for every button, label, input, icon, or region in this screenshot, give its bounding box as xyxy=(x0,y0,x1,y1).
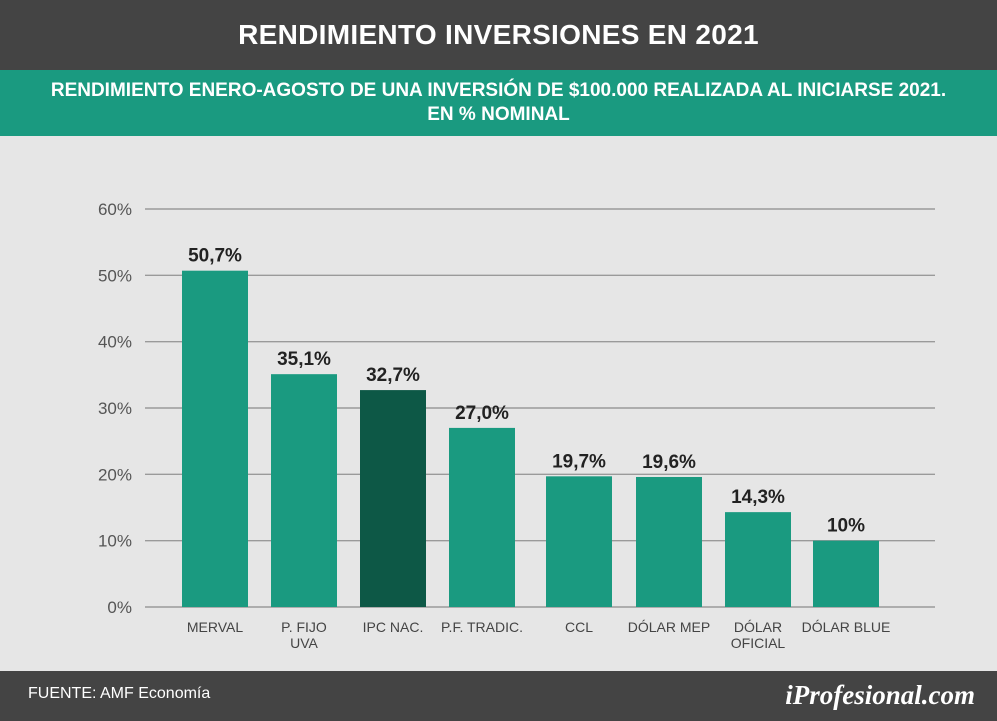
bar xyxy=(182,270,248,607)
bar xyxy=(636,476,702,607)
bar-chart: 0% 10% 20% 30% 40% 50% 60% 50,7% MERVAL 35,1% P. F… xyxy=(98,200,935,651)
y-tick-label: 20% xyxy=(98,465,132,484)
y-tick-label: 0% xyxy=(107,598,132,617)
y-tick-label: 50% xyxy=(98,266,132,285)
data-label: 32,7% xyxy=(366,365,420,386)
x-tick-label: CCL xyxy=(565,619,593,635)
bar xyxy=(271,374,337,607)
brand-logo: iProfesional.com xyxy=(785,680,975,710)
x-tick-label: DÓLAR MEP xyxy=(628,619,710,635)
chart-title-text: RENDIMIENTO INVERSIONES EN 2021 xyxy=(238,19,759,50)
subtitle-line-1: RENDIMIENTO ENERO-AGOSTO DE UNA INVERSIÓ… xyxy=(50,80,947,101)
bar xyxy=(449,427,515,607)
footer: FUENTE: AMF Economía iProfesional.com xyxy=(0,671,997,721)
x-tick-label: DÓLAR BLUE xyxy=(802,619,891,635)
x-tick-label: IPC NAC. xyxy=(363,619,424,635)
x-tick-label: DÓLAR xyxy=(734,619,782,635)
source-note: FUENTE: AMF Economía xyxy=(28,685,211,702)
x-tick-label: P. FIJO xyxy=(281,619,327,635)
chart-title: RENDIMIENTO INVERSIONES EN 2021 xyxy=(0,0,997,70)
y-tick-label: 40% xyxy=(98,333,132,352)
subtitle-line-2: EN % NOMINAL xyxy=(427,104,570,125)
bar xyxy=(725,512,791,607)
y-tick-label: 10% xyxy=(98,532,132,551)
y-tick-label: 60% xyxy=(98,200,132,219)
data-label: 27,0% xyxy=(455,403,509,424)
data-label: 19,7% xyxy=(552,451,606,472)
y-tick-label: 30% xyxy=(98,399,132,418)
x-tick-label: OFICIAL xyxy=(731,635,786,651)
chart-subtitle: RENDIMIENTO ENERO-AGOSTO DE UNA INVERSIÓ… xyxy=(0,70,997,136)
x-tick-label: MERVAL xyxy=(187,619,243,635)
data-label: 50,7% xyxy=(188,246,242,267)
bar xyxy=(546,476,612,607)
data-label: 35,1% xyxy=(277,349,331,370)
data-label: 10% xyxy=(827,516,865,537)
data-label: 19,6% xyxy=(642,452,696,473)
data-label: 14,3% xyxy=(731,487,785,508)
x-tick-label: UVA xyxy=(290,635,318,651)
bar xyxy=(360,390,426,607)
x-tick-label: P.F. TRADIC. xyxy=(441,619,523,635)
bar xyxy=(813,540,879,607)
